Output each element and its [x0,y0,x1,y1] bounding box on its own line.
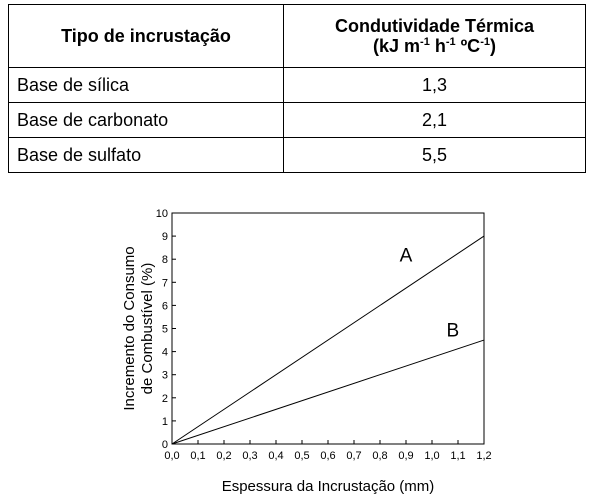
header-condutividade: Condutividade Térmica (kJ m-1 h-1 ºC-1) [283,4,586,68]
table-row: Base de sílica 1,3 [8,67,586,103]
header-tipo: Tipo de incrustação [8,4,284,68]
units-c-exp: -1 [480,36,490,48]
units-close: ) [489,36,496,56]
units-c: ºC [455,36,481,56]
cell-tipo: Base de carbonato [8,102,284,138]
units-open: (kJ m [373,36,421,56]
series-line-b [171,339,485,445]
x-tick-label: 0,2 [216,450,231,462]
y-axis-label-line1: Incremento do Consumo [121,246,138,410]
x-axis-label: Espessura da Incrustação (mm) [222,478,435,495]
y-tick-label: 0 [162,439,168,451]
y-tick-label: 5 [162,324,168,336]
series-line-a [171,235,485,445]
y-tick-label: 2 [162,393,168,405]
header-condutividade-units: (kJ m-1 h-1 ºC-1) [292,36,577,56]
x-axis-ticks: 0,0 0,1 0,2 0,3 0,4 0,5 0,6 0,7 0,8 0,9 1,0 1,1 1,2 [164,440,492,462]
series-label-b: B [446,321,459,342]
y-tick-label: 6 [162,300,168,312]
y-tick-label: 9 [162,231,168,243]
series-label-a: A [400,246,413,267]
units-h-exp: -1 [445,36,456,48]
table: Tipo de incrustação Condutividade Térmic… [8,4,586,173]
cell-valor: 1,3 [283,67,586,103]
table-row: Base de carbonato 2,1 [8,102,586,138]
y-axis-ticks: 0 1 2 3 4 5 6 7 8 9 10 [156,208,176,451]
x-tick-label: 0,7 [346,450,361,462]
units-h: h [429,36,446,56]
cell-tipo: Base de sulfato [8,137,284,173]
table-row: Base de sulfato 5,5 [8,137,586,173]
y-tick-label: 3 [162,370,168,382]
y-axis-label-line2: de Combustível (%) [139,263,156,395]
plot-frame [171,212,485,445]
y-axis-label: Incremento do Consumo de Combustível (%) [121,246,156,410]
x-tick-label: 0,3 [242,450,257,462]
x-tick-label: 1,1 [450,450,465,462]
cell-tipo: Base de sílica [8,67,284,103]
y-tick-label: 1 [162,416,168,428]
fuel-consumption-chart: 0 1 2 3 4 5 6 7 8 9 10 0,0 0,1 0,2 0,3 0,4 0,5 0,6 0,7 0,8… [121,208,492,495]
x-tick-label: 1,2 [476,450,491,462]
y-tick-label: 10 [156,208,168,220]
cell-valor: 2,1 [283,102,586,138]
x-tick-label: 1,0 [424,450,439,462]
units-m-exp: -1 [420,36,430,48]
y-tick-label: 7 [162,277,168,289]
x-tick-label: 0,5 [294,450,309,462]
conductivity-table: Tipo de incrustação Condutividade Térmic… [8,4,586,173]
y-tick-label: 4 [162,347,168,359]
x-tick-label: 0,1 [190,450,205,462]
cell-valor: 5,5 [283,137,586,173]
header-condutividade-line1: Condutividade Térmica [334,16,535,36]
x-tick-label: 0,4 [268,450,283,462]
table-header-row: Tipo de incrustação Condutividade Térmic… [8,4,586,68]
x-tick-label: 0,9 [398,450,413,462]
series-lines: AB [171,235,485,445]
x-tick-label: 0,8 [372,450,387,462]
x-tick-label: 0,0 [164,450,179,462]
x-tick-label: 0,6 [320,450,335,462]
y-tick-label: 8 [162,254,168,266]
